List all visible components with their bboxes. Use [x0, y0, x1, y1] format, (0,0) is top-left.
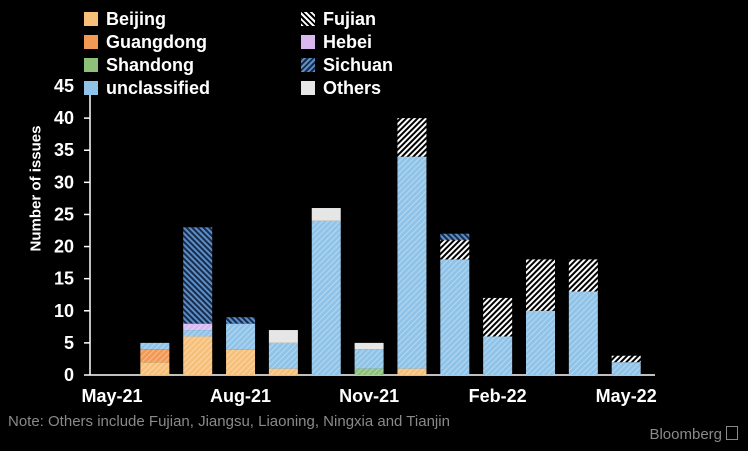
y-tick-label: 15 [54, 269, 74, 289]
bar-segment-unclassified-feb-22 [483, 336, 513, 375]
y-tick-label: 5 [64, 333, 74, 353]
x-tick-label: Aug-21 [210, 386, 271, 406]
legend-swatch [84, 58, 98, 72]
bar-segment-hebei-jul-21 [183, 323, 213, 331]
bar-segment-beijing-dec-21 [397, 368, 427, 375]
bar-segment-sichuan-jul-21 [183, 227, 213, 324]
legend-swatch [84, 35, 98, 49]
bar-segment-fujian-feb-22 [483, 297, 513, 337]
bar-segment-others-oct-21 [311, 208, 341, 221]
bar-segment-unclassified-aug-21 [226, 323, 256, 350]
legend-label: Hebei [323, 31, 373, 52]
y-tick-label: 40 [54, 108, 74, 128]
y-tick-label: 30 [54, 172, 74, 192]
y-tick-label: 10 [54, 301, 74, 321]
legend-label: Fujian [323, 8, 376, 29]
legend-label: unclassified [106, 77, 211, 98]
bar-segment-unclassified-jun-21 [140, 342, 170, 350]
legend-swatch [301, 35, 315, 49]
x-tick-label: Nov-21 [339, 386, 399, 406]
legend-swatch [301, 81, 315, 95]
bar-segment-beijing-jul-21 [183, 336, 213, 375]
legend-item-sichuan: Sichuan [301, 54, 393, 76]
bar-segment-unclassified-nov-21 [354, 349, 384, 369]
legend-swatch [84, 81, 98, 95]
x-tick-label: Feb-22 [469, 386, 527, 406]
bar-segment-unclassified-dec-21 [397, 156, 427, 369]
y-axis-label: Number of issues [27, 125, 45, 252]
y-tick-label: 25 [54, 204, 74, 224]
bar-segment-unclassified-jan-22 [440, 259, 470, 375]
legend-item-guangdong: Guangdong [84, 31, 207, 53]
bar-segment-fujian-dec-21 [397, 118, 427, 157]
bar-segment-others-sep-21 [268, 330, 298, 343]
bar-segment-beijing-aug-21 [226, 349, 256, 375]
legend-label: Beijing [106, 8, 167, 29]
legend-item-beijing: Beijing [84, 8, 166, 30]
bar-segment-unclassified-jul-21 [183, 330, 213, 337]
bar-segment-fujian-mar-22 [526, 259, 555, 311]
bar-segment-unclassified-apr-22 [568, 291, 598, 375]
x-tick-label: May-21 [81, 386, 142, 406]
legend-swatch [301, 58, 315, 72]
footnote: Note: Others include Fujian, Jiangsu, Li… [8, 413, 450, 430]
bar-segment-fujian-may-22 [611, 355, 641, 363]
legend-swatch [84, 12, 98, 26]
legend-swatch [301, 12, 315, 26]
legend-item-others: Others [301, 77, 381, 99]
bar-segment-shandong-nov-21 [354, 368, 384, 375]
legend-label: Sichuan [323, 54, 394, 75]
bar-segment-sichuan-aug-21 [226, 317, 256, 324]
bar-segment-unclassified-oct-21 [311, 220, 341, 375]
bar-segment-beijing-sep-21 [268, 368, 298, 375]
bar-segment-others-nov-21 [354, 342, 384, 350]
legend-item-hebei: Hebei [301, 31, 372, 53]
legend-label: Guangdong [106, 31, 207, 52]
y-tick-label: 35 [54, 140, 74, 160]
bar-segment-unclassified-may-22 [611, 362, 641, 375]
bar-segment-beijing-jun-21 [140, 362, 170, 375]
y-tick-label: 0 [64, 365, 74, 385]
bar-segment-unclassified-mar-22 [526, 310, 555, 375]
brand-logo: Bloomberg [649, 426, 738, 443]
legend-label: Shandong [106, 54, 194, 75]
bar-segment-guangdong-jun-21 [140, 349, 170, 363]
x-tick-label: May-22 [596, 386, 657, 406]
brand-label: Bloomberg [649, 426, 722, 443]
bar-segment-fujian-jan-22 [440, 240, 470, 260]
bar-segment-unclassified-sep-21 [268, 342, 298, 369]
y-tick-label: 20 [54, 237, 74, 257]
bar-segment-sichuan-jan-22 [440, 233, 470, 241]
y-tick-label: 45 [54, 76, 74, 96]
legend-item-unclassified: unclassified [84, 77, 210, 99]
bloomberg-icon [726, 426, 738, 440]
legend-label: Others [323, 77, 382, 98]
legend-item-shandong: Shandong [84, 54, 194, 76]
bar-segment-fujian-apr-22 [568, 259, 598, 292]
legend-item-fujian: Fujian [301, 8, 376, 30]
